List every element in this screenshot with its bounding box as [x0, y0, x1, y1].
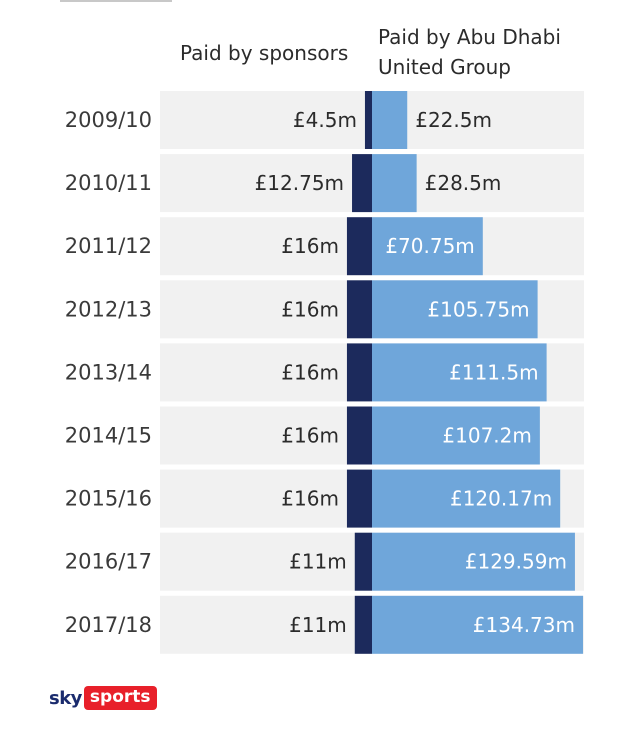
sponsors-value-label: £16m: [281, 360, 339, 384]
sponsors-value-label: £16m: [281, 487, 339, 511]
sky-sports-logo: sky sports: [49, 684, 157, 712]
adug-bar: [372, 406, 540, 465]
season-label: 2010/11: [65, 171, 152, 195]
season-label: 2016/17: [65, 550, 152, 574]
adug-value-label: £120.17m: [450, 487, 552, 511]
logo-sports-badge: sports: [83, 686, 157, 710]
sponsors-value-label: £4.5m: [293, 108, 357, 132]
logo-sky-text: sky: [49, 687, 82, 709]
sponsors-bar: [364, 91, 372, 149]
season-label: 2017/18: [65, 613, 152, 637]
adug-value-label: £134.73m: [473, 613, 575, 637]
sponsors-bar: [352, 154, 372, 213]
sponsors-bar: [346, 217, 372, 276]
legend-sponsors: Paid by sponsors: [180, 41, 349, 65]
adug-value-label: £105.75m: [427, 297, 529, 321]
adug-bar: [372, 595, 583, 654]
sponsors-bar: [346, 406, 372, 465]
adug-value-label: £22.5m: [415, 108, 492, 132]
adug-bar: [372, 154, 417, 213]
sponsors-value-label: £11m: [289, 613, 347, 637]
adug-value-label: £70.75m: [385, 234, 474, 258]
cropped-title-fragment: [60, 0, 172, 8]
sponsors-bar: [346, 469, 372, 528]
season-label: 2013/14: [65, 360, 152, 384]
payments-chart: 2009/10 £4.5m £22.5m 2010/11 £12.75m £28.5m 20…: [65, 91, 584, 654]
sponsors-value-label: £16m: [281, 297, 339, 321]
adug-bar: [372, 91, 408, 149]
sponsors-value-label: £11m: [289, 550, 347, 574]
adug-bar: [372, 469, 561, 528]
adug-bar: [372, 217, 483, 276]
adug-value-label: £28.5m: [425, 171, 502, 195]
adug-bar: [372, 532, 575, 591]
adug-bar: [372, 280, 538, 339]
sponsors-bar: [346, 343, 372, 402]
season-label: 2011/12: [65, 234, 152, 258]
season-label: 2012/13: [65, 297, 152, 321]
adug-bar: [372, 343, 547, 402]
season-label: 2014/15: [65, 424, 152, 448]
adug-value-label: £129.59m: [465, 550, 567, 574]
sponsors-bar: [354, 595, 372, 654]
sponsors-value-label: £16m: [281, 234, 339, 258]
legend-abu-dhabi-united-group: Paid by Abu Dhabi United Group: [378, 25, 561, 79]
sponsors-value-label: £12.75m: [255, 171, 344, 195]
sponsors-bar: [346, 280, 372, 339]
sponsors-value-label: £16m: [281, 424, 339, 448]
sponsors-bar: [354, 532, 372, 591]
adug-value-label: £107.2m: [442, 424, 531, 448]
season-label: 2009/10: [65, 108, 152, 132]
season-label: 2015/16: [65, 487, 152, 511]
adug-value-label: £111.5m: [449, 360, 538, 384]
